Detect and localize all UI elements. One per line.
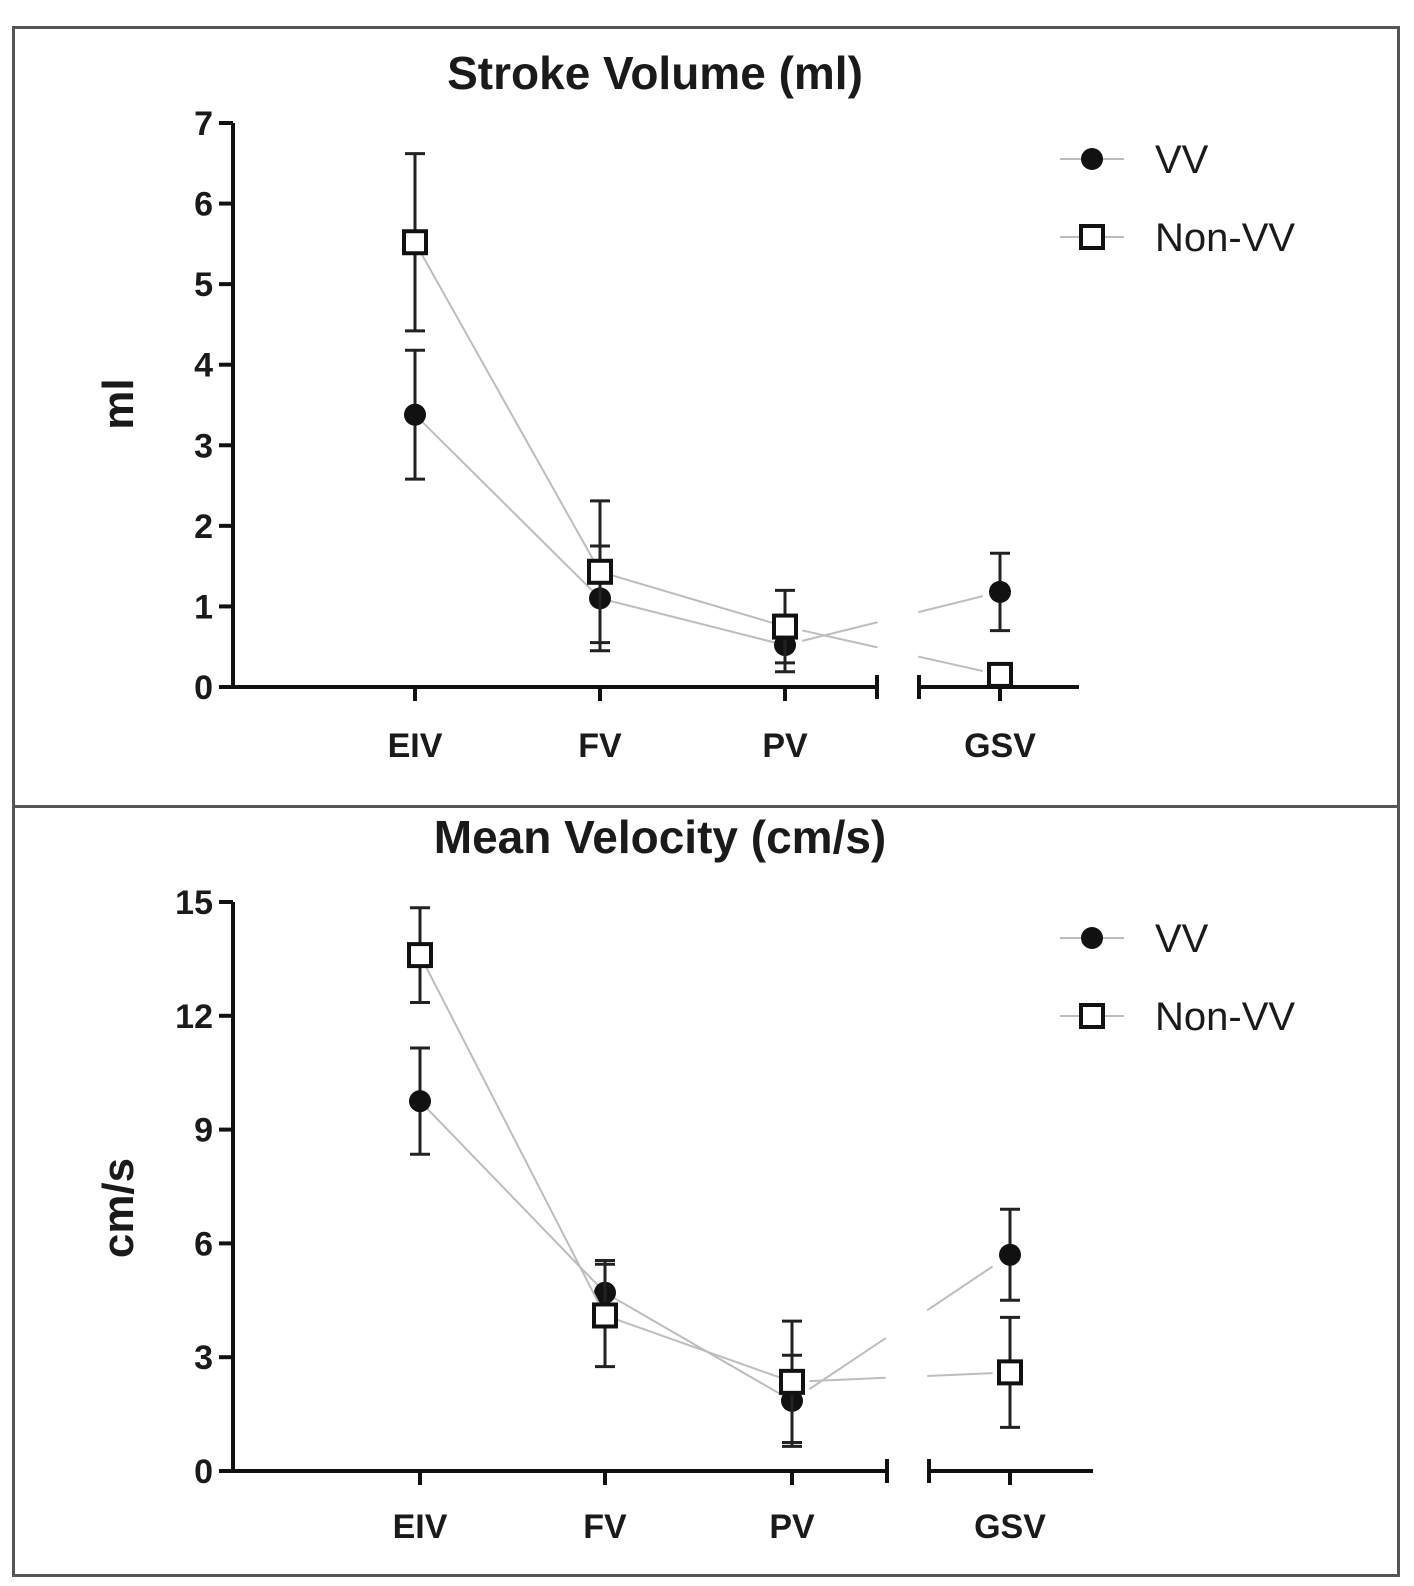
data-point-non-vv [997,1359,1023,1386]
chart-title: Stroke Volume (ml) [447,47,863,99]
stroke-volume-chart: Stroke Volume (ml) ml 0 1 2 3 4 5 6 7 EIV FV PV GSV VV… [94,47,1295,765]
x-tick-label: PV [762,727,808,765]
y-tick-label: 3 [194,1339,213,1377]
data-point-non-vv [987,661,1013,688]
y-axis-label: ml [94,378,143,429]
legend-label: VV [1155,917,1209,961]
data-point-non-vv [772,613,798,640]
series-line-break-right [927,1372,993,1377]
y-tick-label: 12 [175,998,213,1036]
x-tick-label: PV [769,1508,815,1546]
x-tick-label: EIV [388,727,443,765]
series-line-break-right [918,655,984,673]
series-line-break-right [926,1265,994,1312]
data-point-non-vv [587,558,613,585]
mean-velocity-panel: Mean Velocity (cm/s) cm/s 0 3 6 9 12 15 EIV FV PV G… [12,805,1400,1577]
data-point-non-vv [402,229,428,256]
series-line-break-left [809,1376,886,1383]
stroke-volume-panel: Stroke Volume (ml) ml 0 1 2 3 4 5 6 7 EIV FV PV GSV VV… [12,26,1400,808]
series-line-break-left [801,621,878,642]
legend-label: VV [1155,138,1209,182]
y-tick-label: 1 [194,588,213,626]
data-point-non-vv [407,942,433,969]
data-point-vv [989,580,1011,603]
data-point-non-vv [779,1368,805,1395]
x-tick-label: FV [583,1508,627,1546]
data-point-vv [404,403,426,426]
y-tick-label: 0 [194,669,213,707]
series-line-break-left [801,629,878,649]
legend-marker-non-vv [1079,224,1105,250]
y-tick-label: 4 [194,347,213,385]
chart-title: Mean Velocity (cm/s) [434,811,887,863]
x-tick-label: GSV [974,1508,1046,1546]
legend-label: Non-VV [1155,216,1295,260]
y-tick-label: 9 [194,1112,213,1150]
data-point-vv [409,1090,431,1113]
y-tick-label: 3 [194,427,213,465]
legend-marker-non-vv [1079,1003,1105,1029]
y-tick-label: 0 [194,1453,213,1491]
y-tick-label: 6 [194,186,213,224]
y-axis-label: cm/s [94,1158,143,1258]
legend-label: Non-VV [1155,995,1295,1039]
x-tick-label: EIV [393,1508,448,1546]
legend-marker-vv [1081,148,1103,170]
data-point-non-vv [592,1302,618,1329]
y-tick-label: 2 [194,508,213,546]
legend-marker-vv [1081,927,1103,949]
data-point-vv [999,1243,1021,1266]
mean-velocity-chart: Mean Velocity (cm/s) cm/s 0 3 6 9 12 15 EIV FV PV G… [94,811,1295,1546]
y-tick-label: 7 [194,105,213,143]
x-tick-label: GSV [964,727,1036,765]
x-tick-label: FV [578,727,622,765]
y-tick-label: 15 [175,884,213,922]
y-tick-label: 5 [194,266,213,304]
series-line-break-right [918,595,984,614]
y-tick-label: 6 [194,1225,213,1263]
